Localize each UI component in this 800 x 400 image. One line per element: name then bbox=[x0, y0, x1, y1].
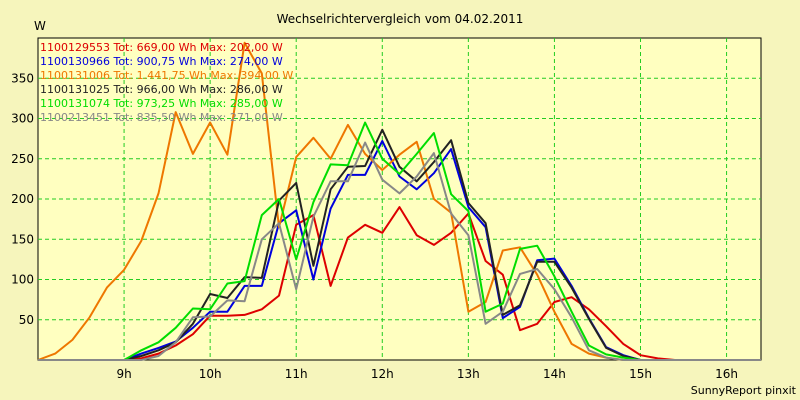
series-lines bbox=[37, 41, 761, 361]
x-tick-label-9h: 9h bbox=[116, 367, 131, 381]
series-line-1100213451 bbox=[38, 141, 761, 361]
legend-item-1100213451: 1100213451 Tot: 835,50 Wh Max: 271,00 W bbox=[40, 111, 283, 124]
legend-item-1100130966: 1100130966 Tot: 900,75 Wh Max: 274,00 W bbox=[40, 55, 283, 68]
y-tick-label-150: 150 bbox=[11, 232, 34, 246]
y-axis-ticks: 50 100 150 200 250 300 350 bbox=[11, 71, 34, 327]
legend-item-1100131025: 1100131025 Tot: 966,00 Wh Max: 286,00 W bbox=[40, 83, 283, 96]
x-tick-label-14h: 14h bbox=[543, 367, 566, 381]
legend-item-1100131074: 1100131074 Tot: 973,25 Wh Max: 285,00 W bbox=[40, 97, 283, 110]
y-tick-label-200: 200 bbox=[11, 192, 34, 206]
y-tick-label-350: 350 bbox=[11, 71, 34, 85]
legend-item-1100129553: 1100129553 Tot: 669,00 Wh Max: 202,00 W bbox=[40, 41, 283, 54]
y-tick-label-300: 300 bbox=[11, 112, 34, 126]
grid-lines bbox=[38, 38, 761, 360]
legend-item-1100131006: 1100131006 Tot: 1.441,75 Wh Max: 394,00 … bbox=[40, 69, 293, 82]
x-axis-ticks: 9h 10h 11h 12h 13h 14h 15h 16h bbox=[116, 367, 738, 381]
x-tick-label-12h: 12h bbox=[371, 367, 394, 381]
credit-label: SunnyReport pinxit bbox=[691, 384, 797, 397]
x-tick-label-11h: 11h bbox=[285, 367, 308, 381]
series-line-1100129553 bbox=[38, 206, 761, 361]
y-tick-label-50: 50 bbox=[19, 313, 34, 327]
y-axis-unit-label: W bbox=[34, 19, 46, 33]
x-tick-label-13h: 13h bbox=[457, 367, 480, 381]
x-tick-label-10h: 10h bbox=[199, 367, 222, 381]
chart-title: Wechselrichtervergleich vom 04.02.2011 bbox=[277, 12, 524, 26]
x-tick-label-16h: 16h bbox=[715, 367, 738, 381]
x-tick-label-15h: 15h bbox=[629, 367, 652, 381]
legend: 1100129553 Tot: 669,00 Wh Max: 202,00 W1… bbox=[40, 41, 293, 124]
y-tick-label-100: 100 bbox=[11, 273, 34, 287]
y-tick-label-250: 250 bbox=[11, 152, 34, 166]
